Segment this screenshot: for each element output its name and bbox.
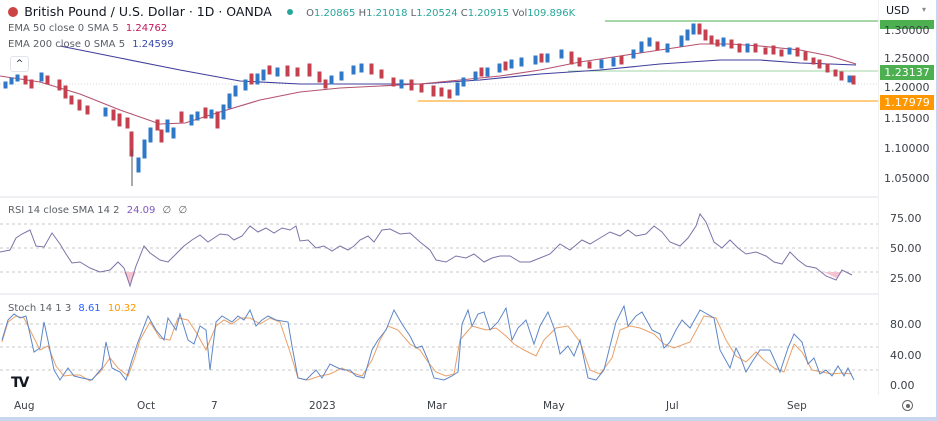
price-label-1: 1.30000 xyxy=(884,24,930,37)
price-label-6: 1.05000 xyxy=(884,172,930,185)
rsi-extra-1: ∅ xyxy=(162,205,172,216)
chevron-down-icon[interactable]: ▾ xyxy=(922,5,927,14)
resistance-level-tag xyxy=(880,20,934,29)
rsi-axis-75: 75.00 xyxy=(890,212,922,225)
flag-icon xyxy=(8,7,18,17)
time-label-jul: Jul xyxy=(666,400,679,412)
ema200-label: EMA 200 close 0 SMA 5 xyxy=(8,39,126,50)
rsi-value: 24.09 xyxy=(126,205,156,216)
ohlc-open: 1.20865 xyxy=(314,8,356,19)
stoch-axis-80: 80.00 xyxy=(890,318,922,331)
time-label-sep: Sep xyxy=(787,400,807,412)
ohlc-high-label: H xyxy=(358,8,367,19)
time-label-mar: Mar xyxy=(427,400,447,412)
ema200-value: 1.24599 xyxy=(132,39,174,50)
ohlc-close-label: C xyxy=(460,8,468,19)
chart-canvas[interactable] xyxy=(0,0,878,395)
ohlc-low: 1.20524 xyxy=(416,8,458,19)
time-label-7: 7 xyxy=(211,400,218,412)
time-label-2023: 2023 xyxy=(309,400,336,412)
ema50-value: 1.24762 xyxy=(125,23,168,34)
time-label-aug: Aug xyxy=(14,400,35,412)
ohlc-low-label: L xyxy=(410,8,417,19)
rsi-label: RSI 14 close SMA 14 2 xyxy=(8,205,120,216)
rsi-axis-50: 50.00 xyxy=(890,242,922,255)
symbol-legend[interactable]: British Pound / U.S. Dollar · 1D · OANDA… xyxy=(8,4,575,19)
price-label-5: 1.10000 xyxy=(884,142,930,155)
level-tag-green: 1.23137 xyxy=(880,65,934,80)
time-label-may: May xyxy=(543,400,565,412)
ohlc-vol: 109.896K xyxy=(527,8,576,19)
collapse-legend-button[interactable]: ^ xyxy=(10,56,29,72)
price-label-2: 1.25000 xyxy=(884,52,930,65)
ema50-label: EMA 50 close 0 SMA 5 xyxy=(8,23,119,34)
price-axis-separator xyxy=(878,0,879,395)
ema50-legend[interactable]: EMA 50 close 0 SMA 5 1.24762 xyxy=(8,23,167,34)
price-label-3: 1.20000 xyxy=(884,81,930,94)
symbol-title: British Pound / U.S. Dollar · 1D · OANDA xyxy=(24,4,272,19)
rsi-extra-2: ∅ xyxy=(178,205,188,216)
rsi-axis-25: 25.00 xyxy=(890,272,922,285)
settings-icon[interactable] xyxy=(902,400,913,411)
ohlc-open-label: O xyxy=(306,8,315,19)
market-status-dot xyxy=(286,9,293,15)
price-label-4: 1.15000 xyxy=(884,112,930,125)
stoch-axis-0: 0.00 xyxy=(890,379,915,392)
level-tag-orange: 1.17979 xyxy=(880,95,934,110)
ohlc-vol-label: Vol xyxy=(512,8,528,19)
stoch-legend[interactable]: Stoch 14 1 3 8.61 10.32 xyxy=(8,303,137,314)
ohlc-close: 1.20915 xyxy=(467,8,510,19)
stoch-axis-40: 40.00 xyxy=(890,349,922,362)
candles xyxy=(3,23,856,186)
rsi-legend[interactable]: RSI 14 close SMA 14 2 24.09 ∅ ∅ xyxy=(8,205,187,216)
stoch-d-value: 10.32 xyxy=(107,303,137,314)
ema200-legend[interactable]: EMA 200 close 0 SMA 5 1.24599 xyxy=(8,39,174,50)
stoch-label: Stoch 14 1 3 xyxy=(8,303,72,314)
time-label-oct: Oct xyxy=(137,400,156,412)
stoch-k-value: 8.61 xyxy=(78,303,101,314)
tradingview-logo-icon[interactable]: TV xyxy=(11,375,29,391)
ohlc-high: 1.21018 xyxy=(366,8,408,19)
currency-selector[interactable]: USD xyxy=(886,4,910,17)
